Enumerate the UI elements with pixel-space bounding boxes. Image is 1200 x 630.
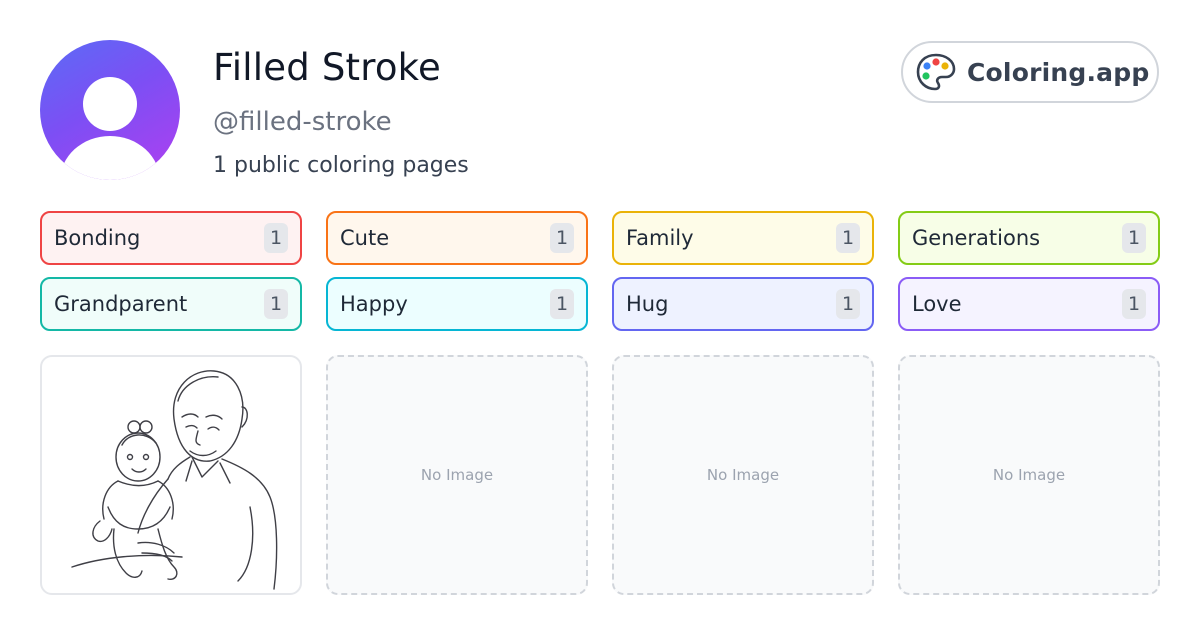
avatar-body-shape (60, 136, 160, 180)
grandfather-baby-line-art (71, 370, 278, 590)
avatar-head-shape (83, 77, 137, 131)
tag-cute[interactable]: Cute 1 (326, 211, 588, 265)
tag-label: Hug (626, 292, 669, 316)
tag-count-badge: 1 (1122, 223, 1146, 253)
brand-badge[interactable]: Coloring.app (901, 41, 1159, 103)
tag-count-badge: 1 (264, 223, 288, 253)
tag-label: Grandparent (54, 292, 188, 316)
tag-label: Family (626, 226, 694, 250)
profile-handle: @filled-stroke (213, 107, 392, 137)
tag-generations[interactable]: Generations 1 (898, 211, 1160, 265)
tag-label: Generations (912, 226, 1041, 250)
tag-label: Happy (340, 292, 408, 316)
empty-card: No Image (898, 355, 1160, 595)
profile-name: Filled Stroke (213, 46, 441, 89)
tag-label: Cute (340, 226, 390, 250)
brand-name: Coloring.app (967, 57, 1150, 87)
user-avatar (40, 40, 180, 180)
tag-hug[interactable]: Hug 1 (612, 277, 874, 331)
empty-card: No Image (326, 355, 588, 595)
tag-count-badge: 1 (1122, 289, 1146, 319)
tag-happy[interactable]: Happy 1 (326, 277, 588, 331)
tag-label: Bonding (54, 226, 141, 250)
tag-label: Love (912, 292, 962, 316)
coloring-page-thumbnail[interactable] (40, 355, 302, 595)
no-image-label: No Image (706, 466, 780, 484)
tag-count-badge: 1 (836, 289, 860, 319)
tag-bonding[interactable]: Bonding 1 (40, 211, 302, 265)
no-image-label: No Image (420, 466, 494, 484)
tag-count-badge: 1 (836, 223, 860, 253)
palette-icon (916, 53, 956, 91)
no-image-label: No Image (992, 466, 1066, 484)
empty-card: No Image (612, 355, 874, 595)
public-pages-count: 1 public coloring pages (213, 153, 469, 178)
tag-count-badge: 1 (264, 289, 288, 319)
tag-grandparent[interactable]: Grandparent 1 (40, 277, 302, 331)
tag-family[interactable]: Family 1 (612, 211, 874, 265)
tag-love[interactable]: Love 1 (898, 277, 1160, 331)
tag-count-badge: 1 (550, 223, 574, 253)
tag-count-badge: 1 (550, 289, 574, 319)
